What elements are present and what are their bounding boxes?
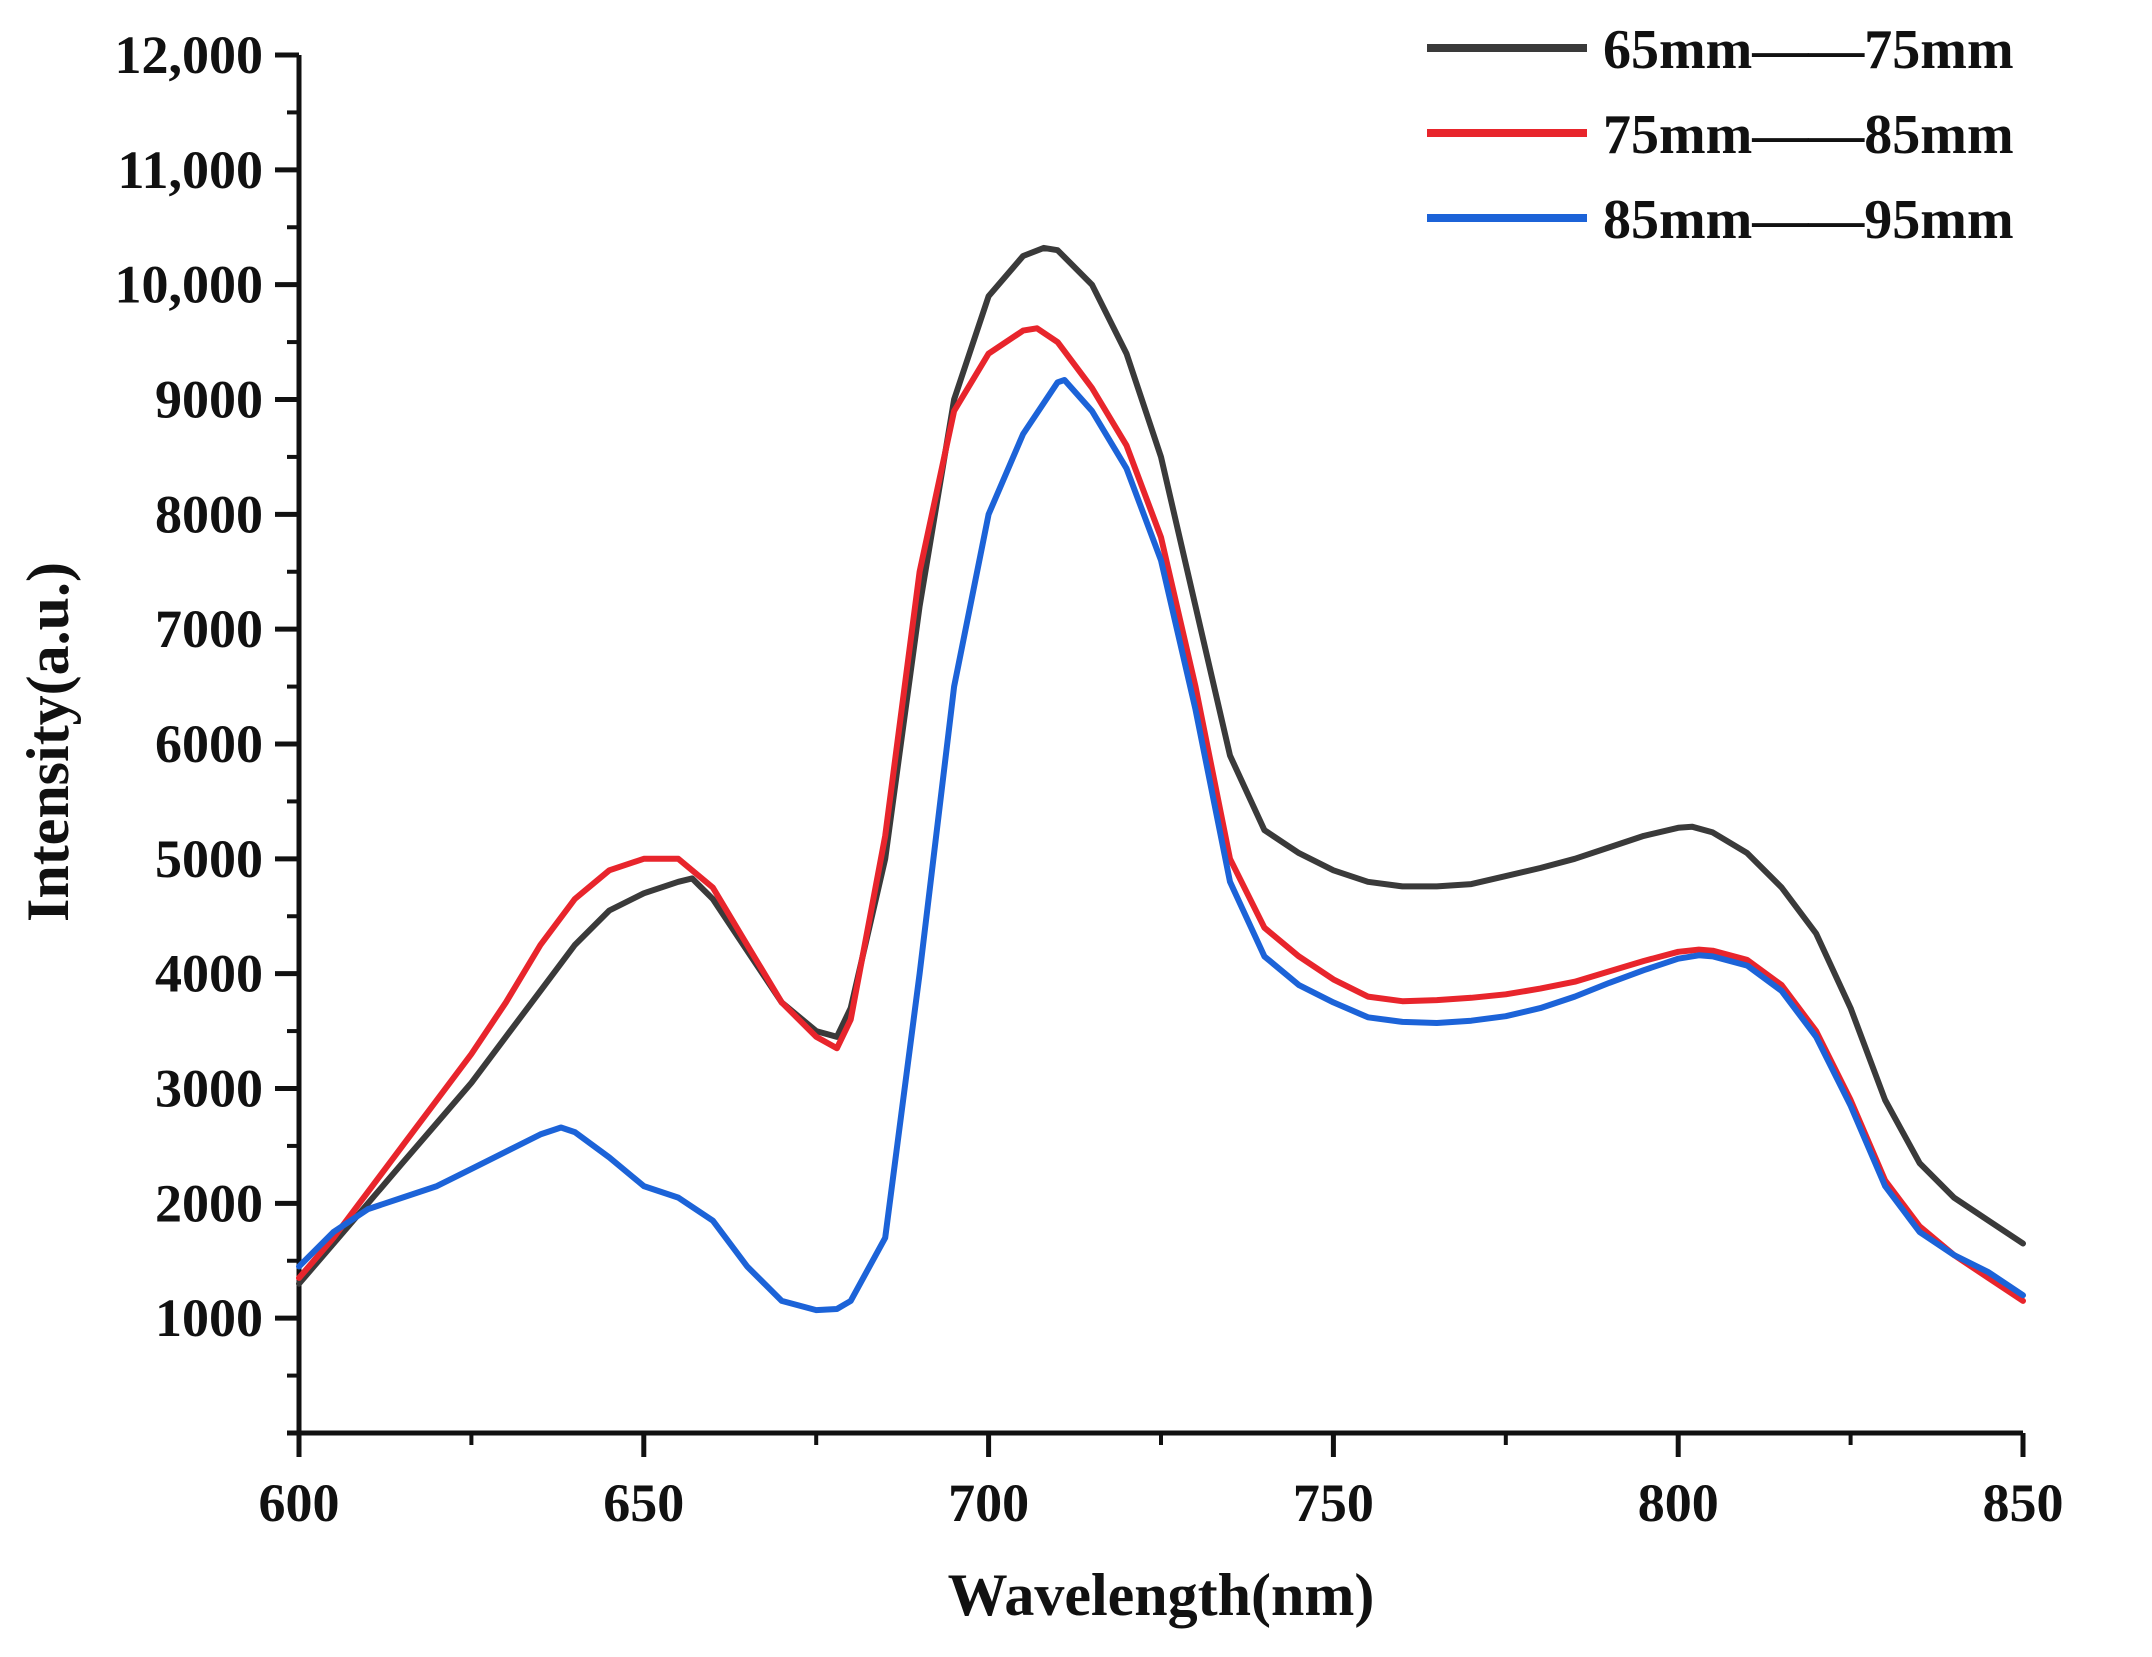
x-tick-label: 600 [259,1473,340,1533]
y-tick-label: 5000 [155,829,263,889]
x-axis-title: Wavelength(nm) [948,1562,1375,1628]
axes: 1000 2000 3000 4000 5000 6000 7000 8000 9000 10,0… [115,25,2064,1533]
series-line-3 [296,377,2026,1314]
y-tick-label: 3000 [155,1059,263,1119]
y-tick-label: 6000 [155,714,263,774]
x-tick-label: 800 [1638,1473,1719,1533]
series-line-1 [296,244,2026,1287]
x-tick-label: 850 [1983,1473,2064,1533]
legend-label-2: 75mm——85mm [1603,104,2014,166]
legend-label-3: 85mm——95mm [1603,189,2014,251]
x-tick-label: 700 [948,1473,1029,1533]
y-tick-label: 7000 [155,599,263,659]
y-tick-label: 2000 [155,1173,263,1233]
y-tick-label: 10,000 [115,255,264,315]
x-tick-label: 750 [1293,1473,1374,1533]
x-tick-label: 650 [603,1473,684,1533]
series-line-2 [296,325,2026,1304]
legend: 65mm——75mm 75mm——85mm 85mm——95mm [1427,19,2014,251]
y-tick-label: 11,000 [117,140,263,200]
y-tick-label: 8000 [155,484,263,544]
y-tick-label: 12,000 [115,25,264,85]
y-tick-label: 4000 [155,944,263,1004]
y-tick-label: 1000 [155,1288,263,1348]
series-group [296,244,2026,1314]
legend-label-1: 65mm——75mm [1603,19,2014,81]
y-tick-label: 9000 [155,370,263,430]
y-axis-title: Intensity(a.u.) [15,562,81,922]
